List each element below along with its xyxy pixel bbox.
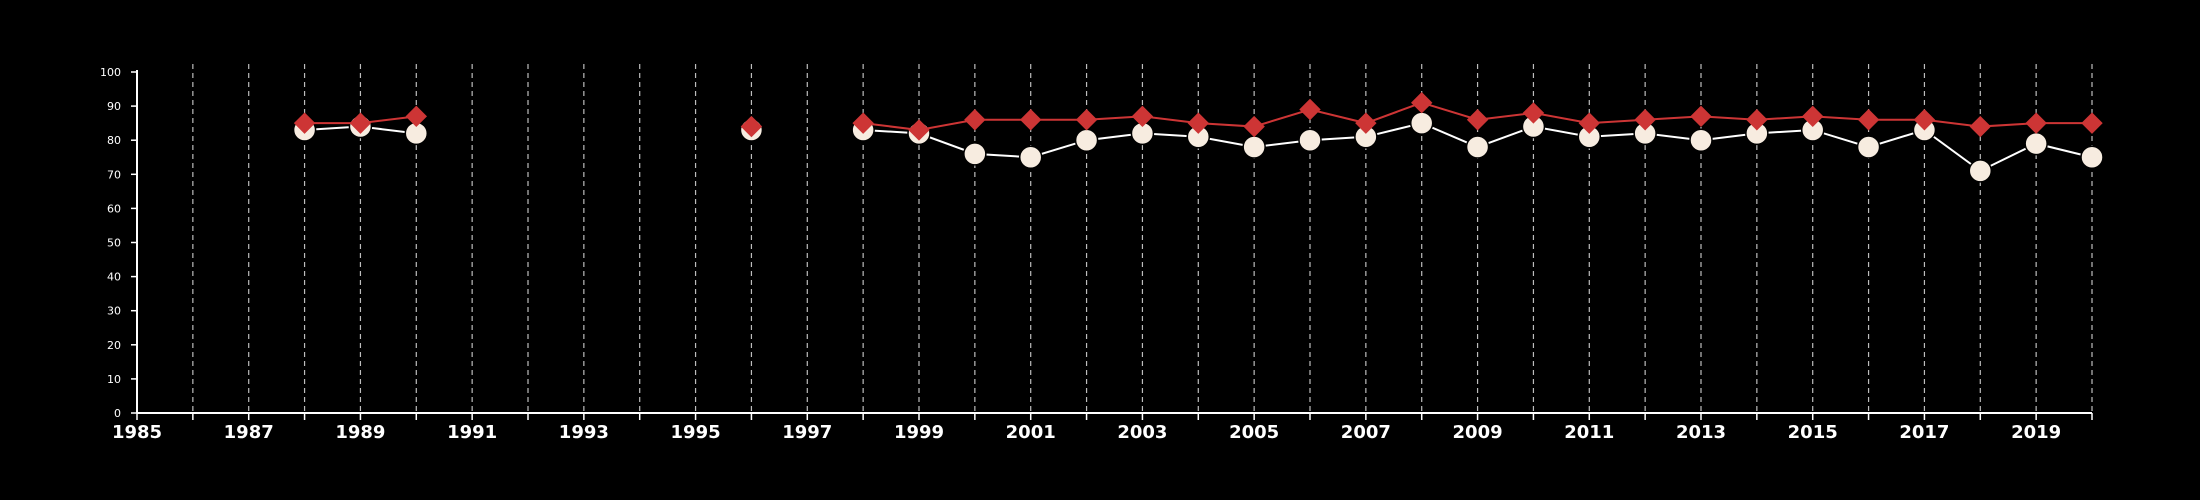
point-diamond-2011 (1578, 112, 1600, 134)
point-diamond-1989 (349, 112, 372, 134)
x-tick-label-2009: 2009 (1453, 422, 1503, 443)
point-circle-2001 (1018, 145, 1043, 169)
point-diamond-2005 (1243, 115, 1265, 138)
series (292, 91, 2104, 183)
point-diamond-2016 (1857, 109, 1880, 131)
point-circle-2018 (1968, 159, 1993, 183)
point-diamond-2002 (1075, 109, 1098, 131)
point-diamond-2009 (1466, 109, 1489, 131)
x-tick-label-2019: 2019 (2011, 422, 2061, 443)
point-diamond-2019 (2025, 112, 2047, 134)
y-tick-label-0: 0 (114, 407, 121, 420)
point-circle-2020 (2080, 145, 2104, 169)
axes: 0 10 20 30 40 50 60 70 80 90 100 1985 1987 1989 1991 19… (100, 66, 2093, 443)
x-tick-label-2001: 2001 (1006, 422, 1056, 443)
point-diamond-2013 (1690, 105, 1712, 128)
point-diamond-1998 (852, 112, 874, 134)
y-tick-label-70: 70 (107, 168, 121, 181)
point-diamond-2006 (1299, 98, 1321, 121)
point-diamond-2015 (1802, 105, 1824, 128)
gridlines (192, 64, 2093, 413)
x-tick-label-2015: 2015 (1788, 422, 1838, 443)
point-circle-2016 (1856, 135, 1881, 159)
point-diamond-2004 (1187, 112, 1209, 134)
x-tick-label-1989: 1989 (335, 422, 385, 443)
point-diamond-1996 (740, 115, 763, 138)
y-tick-label-30: 30 (107, 305, 121, 318)
point-diamond-2017 (1913, 109, 1936, 131)
x-tick-label-2007: 2007 (1341, 422, 1391, 443)
point-diamond-2000 (964, 109, 986, 131)
x-tick-label-2017: 2017 (1899, 422, 1949, 443)
x-tick-label-1987: 1987 (224, 422, 274, 443)
point-diamond-1988 (293, 112, 316, 134)
x-tick-label-2003: 2003 (1117, 422, 1167, 443)
point-circle-2006 (1298, 128, 1322, 152)
y-tick-label-40: 40 (107, 271, 121, 284)
point-diamond-2014 (1746, 109, 1768, 131)
point-diamond-2020 (2081, 112, 2103, 134)
point-diamond-2007 (1355, 112, 1377, 134)
point-circle-2019 (2024, 131, 2048, 156)
point-circle-2013 (1689, 128, 1713, 152)
point-circle-2002 (1074, 128, 1099, 152)
y-tick-label-20: 20 (107, 339, 121, 352)
y-tick-label-50: 50 (107, 237, 121, 250)
x-tick-label-1997: 1997 (782, 422, 832, 443)
point-diamond-2001 (1020, 109, 1042, 131)
y-tick-label-10: 10 (107, 373, 121, 386)
series-diamond (293, 91, 2103, 141)
x-tick-label-2005: 2005 (1229, 422, 1279, 443)
x-tick-label-1999: 1999 (894, 422, 944, 443)
point-diamond-2018 (1969, 115, 1991, 138)
point-diamond-2012 (1634, 109, 1656, 131)
point-diamond-2010 (1522, 102, 1545, 124)
point-circle-2008 (1409, 111, 1434, 135)
point-diamond-2008 (1411, 91, 1433, 114)
x-tick-label-1985: 1985 (112, 422, 162, 443)
y-tick-label-60: 60 (107, 202, 121, 215)
point-circle-2005 (1242, 135, 1266, 159)
point-diamond-2003 (1131, 105, 1154, 128)
x-tick-label-1993: 1993 (559, 422, 609, 443)
point-circle-2009 (1465, 135, 1490, 159)
x-tick-label-1995: 1995 (671, 422, 721, 443)
point-circle-2000 (963, 142, 987, 166)
x-tick-label-2011: 2011 (1564, 422, 1614, 443)
x-tick-label-1991: 1991 (447, 422, 497, 443)
y-tick-label-100: 100 (100, 66, 121, 79)
y-tick-label-80: 80 (107, 134, 121, 147)
x-tick-label-2013: 2013 (1676, 422, 1726, 443)
y-tick-label-90: 90 (107, 100, 121, 113)
point-diamond-1999 (908, 119, 930, 141)
point-diamond-1990 (405, 105, 427, 128)
